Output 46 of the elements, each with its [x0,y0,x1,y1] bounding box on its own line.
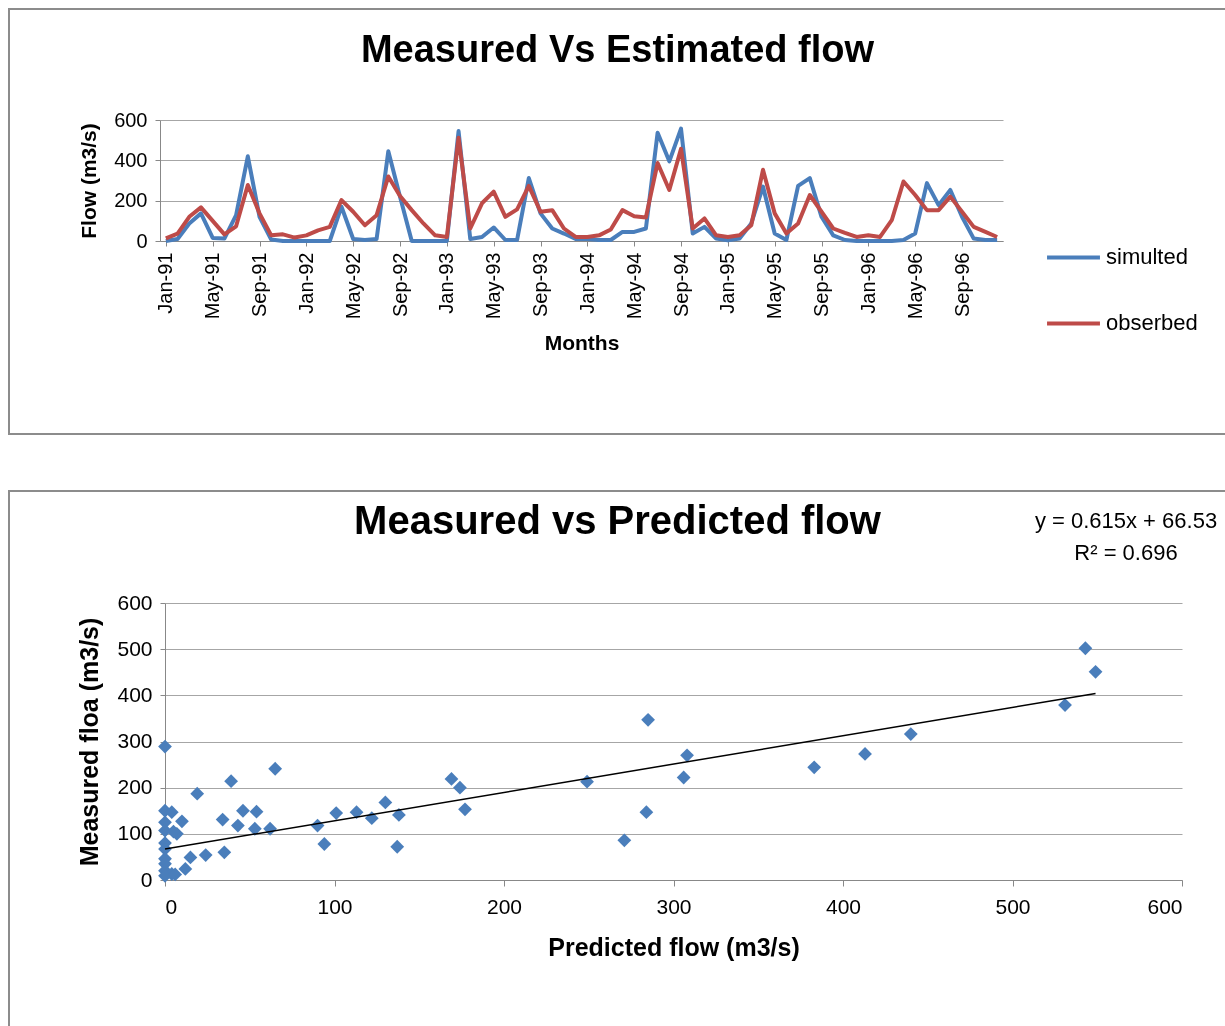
y-tick-label: 400 [117,682,153,706]
x-tick-label: 200 [486,894,523,918]
x-tick-label: Sep-96 [950,252,973,317]
x-tick-label: 0 [165,894,178,918]
y-tick-label: 0 [140,867,153,891]
y-tick-label: 400 [114,148,148,171]
x-tick-label: 400 [825,894,862,918]
x-tick-label: 300 [656,894,692,918]
y-axis-title: Measured floa (m3/s) [75,617,104,867]
y-tick-label: 600 [114,108,148,131]
legend-label: obserbed [1106,310,1198,336]
y-axis-title: Flow (m3/s) [77,123,101,239]
x-tick-label: May-94 [622,252,645,320]
legend-label: simulted [1106,244,1188,270]
x-tick-label: Sep-92 [388,252,411,317]
y-tick-label: 100 [117,821,153,845]
x-tick-label: May-96 [903,252,926,320]
y-tick-label: 300 [117,729,153,752]
x-tick-label: Jan-91 [154,252,177,314]
text: R² = 0.696 [1074,540,1178,565]
y-tick-label: 600 [117,590,153,614]
y-tick-label: 0 [136,229,148,252]
y-tick-label: 500 [117,636,153,660]
x-tick-label: 600 [1147,894,1183,918]
x-tick-label: 100 [317,894,353,918]
chart-title: Measured vs Predicted flow [354,498,882,542]
x-tick-label: Sep-95 [810,252,833,317]
y-tick-label: 200 [114,189,148,212]
x-tick-label: Sep-94 [669,252,692,317]
x-tick-label: Sep-91 [248,252,271,317]
y-tick-label: 200 [117,775,153,799]
chart-title: Measured Vs Estimated flow [360,28,875,70]
x-tick-label: 500 [995,894,1031,918]
x-tick-label: Jan-93 [435,252,458,314]
x-tick-label: Sep-93 [529,252,552,317]
x-tick-label: May-91 [201,252,224,320]
x-tick-label: May-92 [341,252,364,320]
text: y = 0.615x + 66.53 [1034,508,1218,533]
x-tick-label: May-93 [482,252,505,320]
x-tick-label: Jan-92 [294,252,317,314]
x-axis-title: Predicted flow (m3/s) [548,932,800,961]
x-tick-label: Jan-94 [575,252,598,314]
x-tick-label: May-95 [763,252,786,320]
x-axis-title: Months [544,331,620,355]
x-tick-label: Jan-95 [716,252,739,314]
x-tick-label: Jan-96 [856,252,879,314]
